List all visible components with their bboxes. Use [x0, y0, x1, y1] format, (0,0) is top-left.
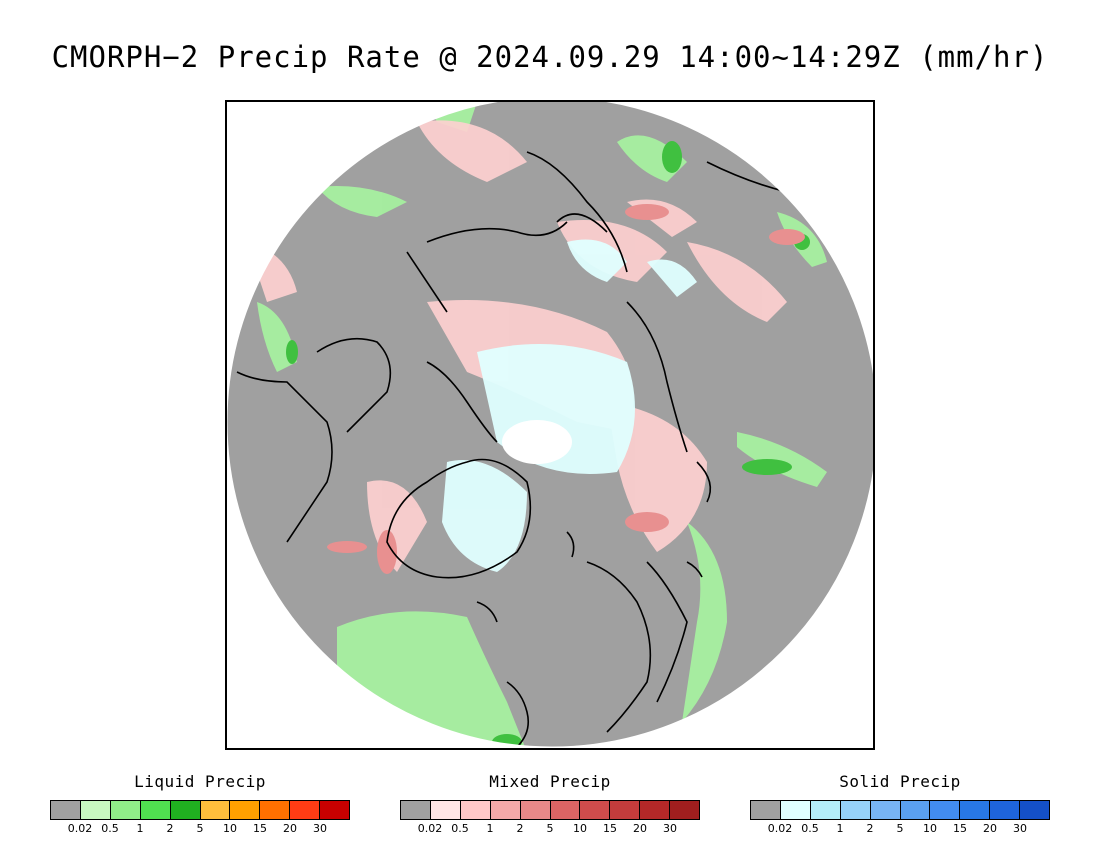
solid-precip-legend: Solid Precip 0.02 0.5 1 2 5 10 15 20 30: [750, 772, 1050, 838]
legend-swatch: [51, 801, 81, 819]
legend-swatch: [840, 801, 871, 819]
legend-swatch: [990, 801, 1021, 819]
legend-tick-label: 2: [516, 822, 524, 835]
map-canvas: [227, 102, 873, 748]
legend-tick-label: 0.02: [767, 822, 793, 835]
legend-swatch: [810, 801, 841, 819]
mixed-precip-heavy: [327, 204, 805, 574]
legend-swatch: [80, 801, 111, 819]
legend-swatch: [580, 801, 611, 819]
legend-swatch: [670, 801, 700, 819]
color-bar: [750, 800, 1050, 820]
legend-swatch: [490, 801, 521, 819]
color-bar: [400, 800, 700, 820]
solid-precip-core: [502, 420, 572, 464]
legend-swatch: [110, 801, 141, 819]
chart-title: CMORPH−2 Precip Rate @ 2024.09.29 14:00~…: [51, 40, 1049, 74]
coastlines: [236, 151, 848, 747]
legend-tick-label: 2: [166, 822, 174, 835]
legend-swatch: [430, 801, 461, 819]
legend-swatch: [780, 801, 811, 819]
legend-tick-label: 0.02: [417, 822, 443, 835]
legend-swatch: [640, 801, 671, 819]
legend-swatch: [610, 801, 641, 819]
legend-tick-label: 1: [836, 822, 844, 835]
legend-tick-label: 10: [573, 822, 587, 835]
legend-swatch: [751, 801, 781, 819]
liquid-precip-legend: Liquid Precip 0.02 0.5 1 2 5 10 15 20 30: [50, 772, 350, 838]
legend-swatch: [230, 801, 261, 819]
legend-swatch: [290, 801, 321, 819]
legend-tick-label: 30: [1013, 822, 1027, 835]
legend-tick-label: 20: [983, 822, 997, 835]
legend-tick-label: 10: [923, 822, 937, 835]
legend-swatch: [550, 801, 581, 819]
legend-swatch: [460, 801, 491, 819]
legend-swatch: [140, 801, 171, 819]
legend-swatch: [520, 801, 551, 819]
legend-swatch: [900, 801, 931, 819]
color-bar: [50, 800, 350, 820]
legend-tick-label: 20: [633, 822, 647, 835]
tick-labels: 0.02 0.5 1 2 5 10 15 20 30: [400, 822, 700, 838]
legend-tick-label: 15: [953, 822, 967, 835]
legend-tick-label: 0.02: [67, 822, 93, 835]
tick-labels: 0.02 0.5 1 2 5 10 15 20 30: [750, 822, 1050, 838]
polar-precip-map: [225, 100, 875, 750]
legend-title: Mixed Precip: [489, 772, 611, 791]
legend-swatch: [870, 801, 901, 819]
legend-swatch: [170, 801, 201, 819]
legend-tick-label: 5: [546, 822, 554, 835]
legend-tick-label: 1: [486, 822, 494, 835]
legend-tick-label: 10: [223, 822, 237, 835]
legend-tick-label: 20: [283, 822, 297, 835]
legend-swatch: [1020, 801, 1050, 819]
legend-tick-label: 15: [603, 822, 617, 835]
legend-tick-label: 30: [663, 822, 677, 835]
legend-title: Solid Precip: [839, 772, 961, 791]
legend-swatch: [200, 801, 231, 819]
legend-tick-label: 0.5: [451, 822, 469, 835]
tick-labels: 0.02 0.5 1 2 5 10 15 20 30: [50, 822, 350, 838]
legend-tick-label: 2: [866, 822, 874, 835]
legend-tick-label: 0.5: [101, 822, 119, 835]
legend-tick-label: 0.5: [801, 822, 819, 835]
legend-swatch: [320, 801, 350, 819]
legend-tick-label: 15: [253, 822, 267, 835]
legend-tick-label: 1: [136, 822, 144, 835]
legend-title: Liquid Precip: [134, 772, 266, 791]
legend-tick-label: 5: [896, 822, 904, 835]
mixed-precip-legend: Mixed Precip 0.02 0.5 1 2 5 10 15 20 30: [400, 772, 700, 838]
legend-swatch: [930, 801, 961, 819]
legend-swatch: [960, 801, 991, 819]
legend-tick-label: 5: [196, 822, 204, 835]
legend-tick-label: 30: [313, 822, 327, 835]
legend-swatch: [260, 801, 291, 819]
legend-swatch: [401, 801, 431, 819]
